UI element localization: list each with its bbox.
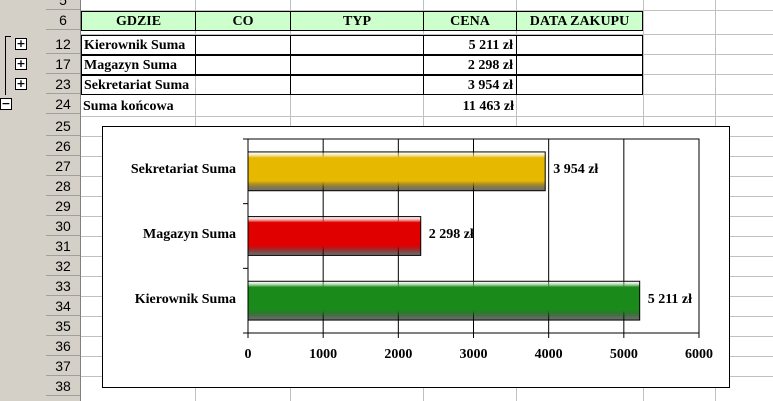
row-header-32[interactable]: 32 [46, 257, 80, 276]
bar-chart[interactable]: Sekretariat Suma 3 954 zł Magazyn Suma 2 29… [102, 126, 730, 388]
cell-cena-magazyn[interactable]: 2 298 zł [423, 55, 517, 75]
grid-row-line [81, 10, 773, 11]
cell-gdzie-magazyn[interactable]: Magazyn Suma [81, 55, 196, 75]
x-tick-label: 0 [244, 347, 252, 362]
cell-cena-suma-koncowa[interactable]: 11 463 zł [462, 99, 514, 114]
row-header-26[interactable]: 26 [46, 137, 80, 156]
collapse-group-button[interactable]: − [0, 97, 12, 110]
row-header-30[interactable]: 30 [46, 217, 80, 236]
row-header-38[interactable]: 38 [46, 377, 80, 396]
x-tick-label: 3000 [459, 347, 488, 362]
header-typ[interactable]: TYP [290, 11, 424, 31]
outline-bar: + + + − [0, 0, 46, 401]
category-label: Kierownik Suma [134, 291, 236, 307]
bar-sekretariat-suma [247, 151, 546, 192]
grid-row-line [81, 34, 773, 35]
row-header-36[interactable]: 36 [46, 337, 80, 356]
bar-magazyn-suma [247, 216, 422, 256]
cell-data-magazyn[interactable] [516, 55, 643, 75]
cell-cena-kierownik[interactable]: 5 211 zł [423, 35, 517, 55]
cell-gdzie-sekretariat[interactable]: Sekretariat Suma [81, 75, 291, 95]
row-header-12[interactable]: 12 [46, 35, 80, 54]
cell-co-magazyn[interactable] [195, 55, 291, 75]
cell-gdzie-kierownik[interactable]: Kierownik Suma [81, 35, 196, 55]
x-tick-label: 5000 [609, 347, 638, 362]
data-label: 2 298 zł [428, 227, 474, 242]
cell-co-kierownik[interactable] [195, 35, 291, 55]
outline-bracket-top [5, 36, 11, 37]
row-header-6[interactable]: 6 [46, 11, 80, 30]
row-header-5[interactable]: 5 [46, 0, 80, 10]
cell-typ-magazyn[interactable] [290, 55, 424, 75]
chart-plot [243, 138, 700, 338]
cell-gdzie-suma-koncowa[interactable]: Suma końcowa [83, 99, 174, 114]
row-header-33[interactable]: 33 [46, 277, 80, 296]
expand-group-23-button[interactable]: + [15, 77, 27, 90]
cell-cena-sekretariat[interactable]: 3 954 zł [423, 75, 517, 95]
expand-group-12-button[interactable]: + [15, 37, 27, 50]
cell-data-sekretariat[interactable] [516, 75, 643, 95]
category-label: Magazyn Suma [143, 227, 236, 242]
row-header-29[interactable]: 29 [46, 197, 80, 216]
row-header-17[interactable]: 17 [46, 55, 80, 74]
cell-typ-sekretariat[interactable] [290, 75, 424, 95]
expand-group-17-button[interactable]: + [15, 57, 27, 70]
row-header-24[interactable]: 24 [46, 95, 80, 114]
row-header-34[interactable]: 34 [46, 297, 80, 316]
row-header-27[interactable]: 27 [46, 157, 80, 176]
row-header-31[interactable]: 31 [46, 237, 80, 256]
cell-data-kierownik[interactable] [516, 35, 643, 55]
row-header-35[interactable]: 35 [46, 317, 80, 336]
header-gdzie[interactable]: GDZIE [81, 11, 196, 31]
header-cena[interactable]: CENA [423, 11, 517, 31]
x-tick-label: 4000 [534, 347, 563, 362]
row-header-25[interactable]: 25 [46, 117, 80, 136]
category-label: Sekretariat Suma [130, 162, 236, 178]
grid-row-line [81, 116, 773, 117]
data-label: 5 211 zł [647, 291, 693, 307]
header-data-zakupu[interactable]: DATA ZAKUPU [516, 11, 643, 31]
row-header-28[interactable]: 28 [46, 177, 80, 196]
data-label: 3 954 zł [553, 162, 599, 178]
x-tick-label: 6000 [685, 347, 713, 362]
x-tick-label: 2000 [384, 347, 413, 362]
bar-kierownik-suma [247, 280, 641, 321]
row-header-37[interactable]: 37 [46, 357, 80, 376]
row-header-23[interactable]: 23 [46, 75, 80, 94]
cell-typ-kierownik[interactable] [290, 35, 424, 55]
row-header-column [46, 0, 81, 401]
x-tick-label: 1000 [309, 347, 338, 362]
outline-bracket [5, 36, 6, 95]
header-co[interactable]: CO [195, 11, 291, 31]
